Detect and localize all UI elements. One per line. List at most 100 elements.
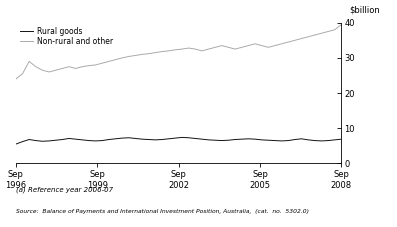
Rural goods [206, 138, 211, 141]
Non-rural and other [160, 50, 164, 53]
Rural goods [100, 139, 105, 142]
Rural goods [186, 136, 191, 139]
Non-rural and other [266, 46, 271, 49]
Rural goods [259, 138, 264, 141]
Non-rural and other [133, 54, 138, 57]
Non-rural and other [179, 48, 184, 50]
Rural goods [279, 140, 284, 142]
Non-rural and other [339, 23, 344, 26]
Non-rural and other [126, 55, 131, 58]
Non-rural and other [213, 46, 218, 49]
Non-rural and other [299, 37, 304, 40]
Non-rural and other [40, 69, 45, 72]
Rural goods [160, 138, 164, 141]
Non-rural and other [193, 48, 198, 50]
Text: (a) Reference year 2006-07: (a) Reference year 2006-07 [16, 186, 113, 193]
Non-rural and other [279, 42, 284, 45]
Non-rural and other [80, 65, 85, 68]
Rural goods [40, 140, 45, 143]
Non-rural and other [87, 64, 91, 67]
Non-rural and other [73, 67, 78, 70]
Non-rural and other [326, 30, 331, 33]
Non-rural and other [220, 44, 224, 47]
Non-rural and other [173, 48, 178, 51]
Rural goods [326, 139, 331, 142]
Rural goods [67, 137, 71, 140]
Rural goods [153, 138, 158, 141]
Rural goods [239, 138, 244, 141]
Rural goods [33, 139, 38, 142]
Non-rural and other [146, 52, 151, 55]
Rural goods [60, 138, 65, 141]
Non-rural and other [239, 46, 244, 49]
Rural goods [273, 139, 278, 142]
Non-rural and other [47, 71, 52, 73]
Non-rural and other [106, 60, 111, 63]
Rural goods [133, 137, 138, 140]
Rural goods [332, 138, 337, 141]
Rural goods [312, 139, 317, 142]
Rural goods [293, 138, 297, 141]
Non-rural and other [332, 28, 337, 31]
Non-rural and other [252, 42, 257, 45]
Rural goods [13, 143, 18, 146]
Non-rural and other [166, 49, 171, 52]
Rural goods [299, 137, 304, 140]
Line: Non-rural and other: Non-rural and other [16, 25, 341, 79]
Rural goods [226, 139, 231, 142]
Rural goods [200, 138, 204, 141]
Rural goods [306, 138, 310, 141]
Rural goods [166, 137, 171, 140]
Non-rural and other [113, 58, 118, 61]
Rural goods [213, 139, 218, 142]
Non-rural and other [273, 44, 278, 47]
Non-rural and other [286, 41, 291, 43]
Rural goods [93, 140, 98, 142]
Non-rural and other [60, 67, 65, 70]
Rural goods [173, 137, 178, 139]
Rural goods [80, 138, 85, 141]
Rural goods [106, 138, 111, 141]
Non-rural and other [120, 57, 125, 59]
Rural goods [140, 138, 145, 141]
Text: $billion: $billion [350, 5, 380, 14]
Rural goods [319, 140, 324, 142]
Non-rural and other [93, 64, 98, 66]
Non-rural and other [206, 48, 211, 50]
Non-rural and other [200, 49, 204, 52]
Non-rural and other [259, 44, 264, 47]
Non-rural and other [153, 51, 158, 54]
Rural goods [193, 137, 198, 140]
Non-rural and other [312, 34, 317, 36]
Rural goods [220, 139, 224, 142]
Rural goods [252, 138, 257, 141]
Non-rural and other [226, 46, 231, 49]
Non-rural and other [306, 35, 310, 38]
Non-rural and other [319, 32, 324, 35]
Rural goods [126, 136, 131, 139]
Non-rural and other [186, 47, 191, 49]
Rural goods [53, 139, 58, 142]
Non-rural and other [20, 72, 25, 75]
Non-rural and other [13, 78, 18, 80]
Rural goods [120, 137, 125, 139]
Non-rural and other [53, 69, 58, 72]
Non-rural and other [33, 65, 38, 68]
Rural goods [146, 138, 151, 141]
Rural goods [47, 140, 52, 142]
Non-rural and other [67, 65, 71, 68]
Non-rural and other [233, 48, 237, 50]
Line: Rural goods: Rural goods [16, 137, 341, 144]
Text: Source:  Balance of Payments and International Investment Position, Australia,  : Source: Balance of Payments and Internat… [16, 209, 309, 214]
Non-rural and other [293, 39, 297, 42]
Rural goods [339, 138, 344, 141]
Legend: Rural goods, Non-rural and other: Rural goods, Non-rural and other [20, 27, 113, 46]
Rural goods [286, 139, 291, 142]
Non-rural and other [27, 60, 31, 63]
Rural goods [27, 138, 31, 141]
Non-rural and other [140, 53, 145, 56]
Rural goods [266, 139, 271, 142]
Rural goods [233, 138, 237, 141]
Rural goods [246, 137, 251, 140]
Rural goods [179, 136, 184, 139]
